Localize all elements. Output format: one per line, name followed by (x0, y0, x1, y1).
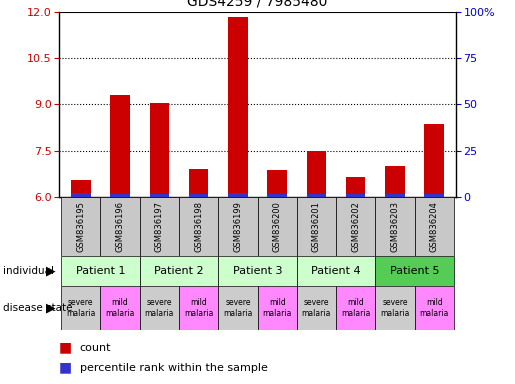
Bar (375, 197, 415, 256)
Bar (61, 286, 100, 330)
Text: Patient 3: Patient 3 (233, 266, 282, 276)
Text: ▶: ▶ (46, 302, 55, 314)
Bar (149, 194, 169, 197)
Text: ■: ■ (59, 361, 72, 375)
Text: GSM836196: GSM836196 (115, 201, 125, 252)
Bar (61, 197, 100, 256)
Bar (100, 286, 140, 330)
Bar (267, 194, 287, 197)
Bar (346, 194, 366, 197)
Bar (179, 197, 218, 256)
Bar (258, 286, 297, 330)
Bar (110, 194, 130, 197)
Bar (415, 286, 454, 330)
Bar (385, 194, 405, 197)
Text: severe
malaria: severe malaria (380, 298, 409, 318)
Text: severe
malaria: severe malaria (302, 298, 331, 318)
Bar (110, 95, 130, 197)
Bar (71, 193, 91, 197)
Text: severe
malaria: severe malaria (223, 298, 252, 318)
Bar (189, 194, 209, 197)
Bar (71, 180, 91, 197)
Text: disease state: disease state (3, 303, 72, 313)
Bar (100, 197, 140, 256)
Text: ▶: ▶ (46, 265, 55, 278)
Bar (228, 193, 248, 197)
Text: severe
malaria: severe malaria (145, 298, 174, 318)
Bar (228, 17, 248, 197)
Bar (218, 286, 258, 330)
Text: mild
malaria: mild malaria (341, 298, 370, 318)
Bar (140, 286, 179, 330)
Bar (258, 197, 297, 256)
Bar (336, 286, 375, 330)
Text: mild
malaria: mild malaria (420, 298, 449, 318)
Bar (346, 177, 366, 197)
Text: ■: ■ (59, 341, 72, 355)
Text: Patient 5: Patient 5 (390, 266, 439, 276)
Text: percentile rank within the sample: percentile rank within the sample (80, 362, 268, 373)
Bar (375, 256, 454, 286)
Text: Patient 2: Patient 2 (154, 266, 204, 276)
Text: mild
malaria: mild malaria (106, 298, 135, 318)
Bar (297, 197, 336, 256)
Text: GSM836201: GSM836201 (312, 201, 321, 252)
Bar (424, 124, 444, 197)
Text: GSM836197: GSM836197 (155, 201, 164, 252)
Bar (297, 256, 375, 286)
Bar (306, 194, 326, 197)
Title: GDS4259 / 7985480: GDS4259 / 7985480 (187, 0, 328, 8)
Text: GSM836203: GSM836203 (390, 201, 400, 252)
Text: Patient 1: Patient 1 (76, 266, 125, 276)
Text: severe
malaria: severe malaria (66, 298, 95, 318)
Bar (218, 256, 297, 286)
Bar (179, 286, 218, 330)
Bar (267, 170, 287, 197)
Text: individual: individual (3, 266, 54, 276)
Text: GSM836200: GSM836200 (272, 201, 282, 252)
Bar (385, 166, 405, 197)
Text: GSM836204: GSM836204 (430, 201, 439, 252)
Bar (415, 197, 454, 256)
Bar (375, 286, 415, 330)
Bar (61, 256, 140, 286)
Bar (336, 197, 375, 256)
Text: mild
malaria: mild malaria (184, 298, 213, 318)
Bar (189, 169, 209, 197)
Bar (218, 197, 258, 256)
Bar (306, 151, 326, 197)
Bar (149, 103, 169, 197)
Text: GSM836195: GSM836195 (76, 201, 85, 252)
Text: mild
malaria: mild malaria (263, 298, 292, 318)
Text: count: count (80, 343, 111, 353)
Text: Patient 4: Patient 4 (311, 266, 361, 276)
Bar (140, 197, 179, 256)
Bar (297, 286, 336, 330)
Text: GSM836199: GSM836199 (233, 201, 243, 252)
Text: GSM836198: GSM836198 (194, 201, 203, 252)
Bar (424, 194, 444, 197)
Text: GSM836202: GSM836202 (351, 201, 360, 252)
Bar (140, 256, 218, 286)
